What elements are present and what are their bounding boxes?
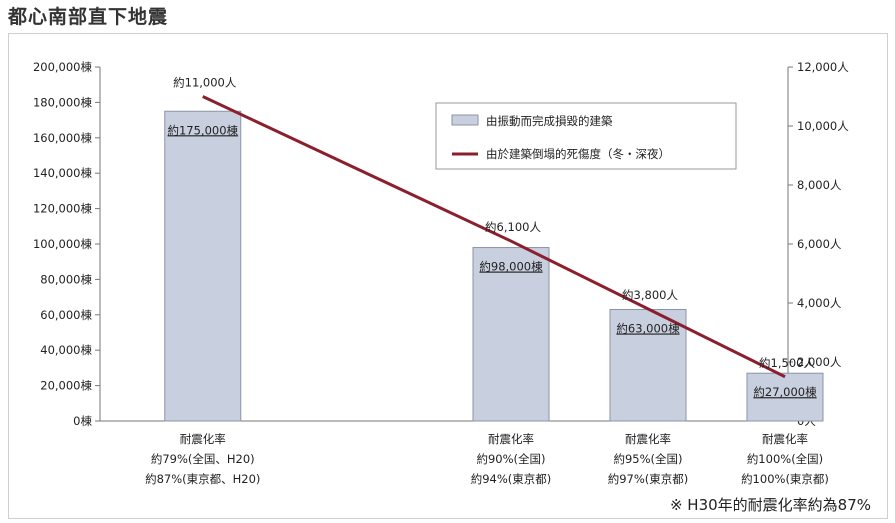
bar	[164, 110, 242, 422]
bar	[609, 308, 687, 422]
left-tick-label: 80,000棟	[40, 272, 92, 286]
category-label-line2: 約95%(全国)	[613, 452, 682, 466]
left-tick-label: 140,000棟	[33, 166, 93, 180]
line-value-label: 約6,100人	[485, 220, 541, 234]
category-label-line3: 約87%(東京都、H20)	[145, 472, 260, 486]
right-tick-label: 8,000人	[797, 178, 842, 192]
category-label-line1: 耐震化率	[488, 432, 534, 446]
category-label-line2: 約100%(全国)	[747, 452, 823, 466]
left-tick-label: 0棟	[73, 414, 92, 428]
category-label-line3: 約97%(東京都)	[608, 472, 689, 486]
legend-bar-label: 由振動而完成損毀的建築	[486, 114, 613, 128]
left-tick-label: 60,000棟	[40, 308, 92, 322]
category-label-line3: 約100%(東京都)	[741, 472, 829, 486]
left-tick-label: 120,000棟	[33, 202, 93, 216]
right-tick-label: 10,000人	[797, 119, 849, 133]
bar	[746, 372, 824, 422]
bar-value-label: 約27,000棟	[753, 385, 817, 399]
footnote: ※ H30年的耐震化率約為87%	[669, 496, 871, 514]
line-value-label: 約1,500人	[759, 356, 815, 370]
left-tick-label: 40,000棟	[40, 343, 92, 357]
bar-value-label: 約63,000棟	[616, 321, 680, 335]
bar-value-label: 約175,000棟	[167, 123, 238, 137]
category-label-line3: 約94%(東京都)	[471, 472, 552, 486]
death-series-line	[202, 95, 786, 379]
bar	[472, 247, 550, 422]
left-tick-label: 100,000棟	[33, 237, 93, 251]
left-tick-label: 200,000棟	[33, 60, 93, 74]
bars	[164, 110, 824, 422]
category-label-line2: 約79%(全国、H20)	[151, 452, 255, 466]
left-tick-label: 160,000棟	[33, 131, 93, 145]
chart-frame	[8, 33, 888, 519]
category-label-line1: 耐震化率	[762, 432, 808, 446]
page-title: 都心南部直下地震	[8, 6, 169, 28]
legend-line-label: 由於建築倒塌的死傷度（冬・深夜）	[486, 147, 670, 161]
right-tick-label: 2,000人	[797, 355, 842, 369]
legend-box	[435, 102, 737, 170]
right-tick-label: 4,000人	[797, 296, 842, 310]
right-tick-label: 12,000人	[797, 60, 849, 74]
category-label-line1: 耐震化率	[625, 432, 671, 446]
left-tick-label: 180,000棟	[33, 95, 93, 109]
bar-value-label: 約98,000棟	[479, 260, 543, 274]
line-value-label: 約3,800人	[622, 288, 678, 302]
category-label-line1: 耐震化率	[180, 432, 226, 446]
category-label-line2: 約90%(全国)	[476, 452, 545, 466]
legend-bar-swatch	[451, 114, 479, 126]
death-line	[202, 95, 786, 379]
left-tick-label: 20,000棟	[40, 379, 92, 393]
line-value-label: 約11,000人	[173, 76, 237, 90]
right-tick-label: 6,000人	[797, 237, 842, 251]
